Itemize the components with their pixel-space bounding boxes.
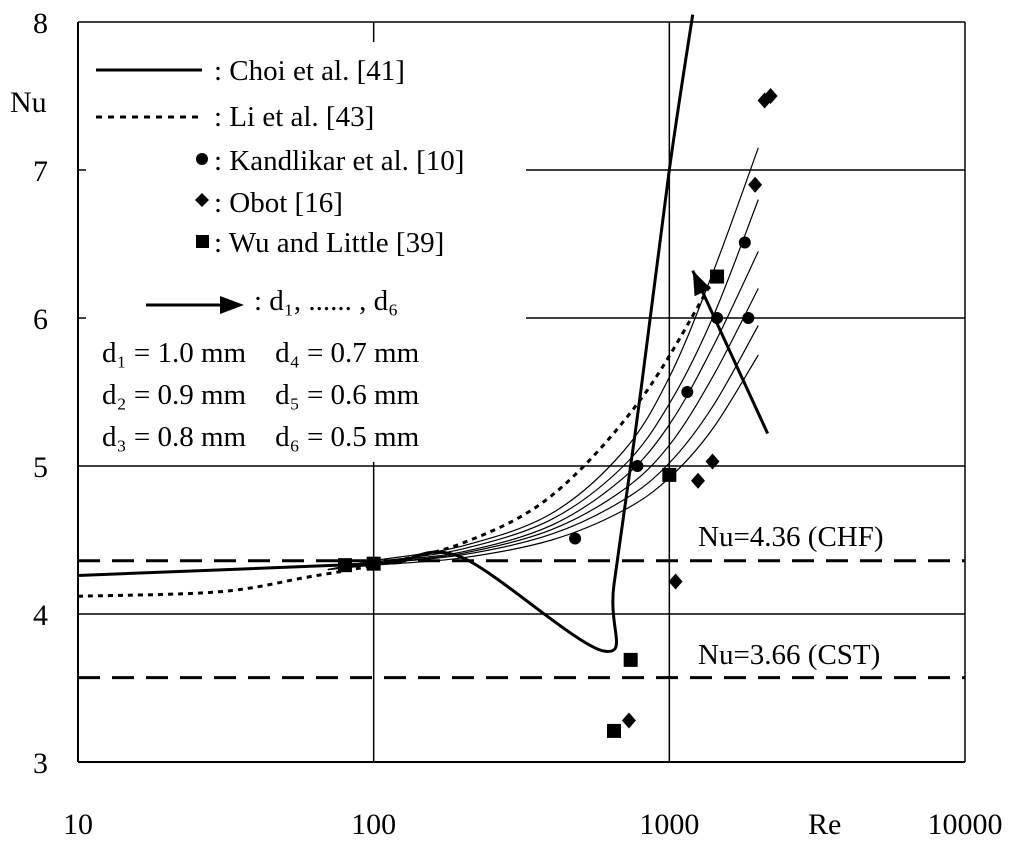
cst-label-background	[690, 636, 956, 674]
legend-li-label: : Li et al. [43]	[214, 101, 374, 133]
d-arrow-head	[692, 270, 711, 297]
legend-arrow-label: : d₁, ...... , d₆	[254, 285, 398, 317]
d-arrow-line	[691, 270, 769, 435]
kandlikar-point	[681, 386, 694, 398]
obot-point	[763, 88, 778, 104]
legend-obot-label: : Obot [16]	[214, 187, 343, 219]
series-line-d6	[327, 354, 759, 571]
y-tick-label: 4	[33, 599, 48, 632]
param-row-2: d₂ = 0.9 mm d₅ = 0.6 mm	[102, 379, 420, 411]
tick-labels: 3 4 5 6 7 8 10 100 1000 10000	[33, 7, 1003, 841]
x-axis-label: Re	[808, 808, 841, 841]
x-tick-label: 10000	[928, 808, 1003, 841]
chf-label: Nu=4.36 (CHF)	[698, 521, 884, 553]
legend: : Choi et al. [41] : Li et al. [43] : Ka…	[96, 55, 464, 453]
obot-point	[748, 176, 763, 193]
y-axis-label: Nu	[10, 86, 47, 119]
obot-point	[621, 712, 636, 729]
x-tick-label: 10	[63, 808, 93, 841]
series-line-d5	[327, 325, 759, 571]
kandlikar-point	[569, 532, 582, 545]
param-row-3: d₃ = 0.8 mm d₆ = 0.5 mm	[102, 421, 420, 453]
y-tick-label: 6	[33, 303, 48, 336]
y-tick-label: 5	[33, 451, 48, 484]
legend-obot-marker	[195, 193, 209, 207]
legend-wu-label: : Wu and Little [39]	[214, 227, 444, 259]
wu-point	[710, 269, 725, 284]
x-tick-label: 1000	[639, 808, 699, 841]
y-tick-label: 3	[33, 747, 48, 780]
obot-point	[668, 573, 683, 590]
wu-point	[338, 558, 353, 573]
series-line-d3	[327, 251, 759, 571]
obot-point	[705, 453, 720, 470]
wu-point	[607, 723, 622, 738]
series-lines	[77, 14, 769, 653]
param-row-1: d₁ = 1.0 mm d₄ = 0.7 mm	[102, 337, 420, 369]
wu-point	[662, 467, 677, 482]
chf-label-background	[690, 518, 956, 556]
obot-point	[690, 472, 705, 489]
reference-lines	[78, 559, 965, 680]
kandlikar-point	[631, 460, 644, 472]
kandlikar-point	[738, 236, 751, 249]
kandlikar-point	[742, 312, 755, 324]
cst-label: Nu=3.66 (CST)	[698, 639, 880, 671]
legend-kandlikar-label: : Kandlikar et al. [10]	[214, 145, 464, 177]
legend-kandlikar-marker	[196, 153, 208, 165]
legend-choi-label: : Choi et al. [41]	[214, 55, 405, 87]
legend-background	[86, 42, 526, 462]
x-tick-label: 100	[351, 808, 396, 841]
kandlikar-point	[711, 312, 724, 324]
data-markers	[338, 88, 778, 738]
y-tick-label: 7	[33, 155, 48, 188]
legend-arrow-head	[220, 296, 244, 314]
y-tick-label: 8	[33, 7, 48, 40]
wu-point	[623, 652, 638, 667]
wu-point	[366, 556, 381, 571]
legend-wu-marker	[196, 235, 209, 248]
